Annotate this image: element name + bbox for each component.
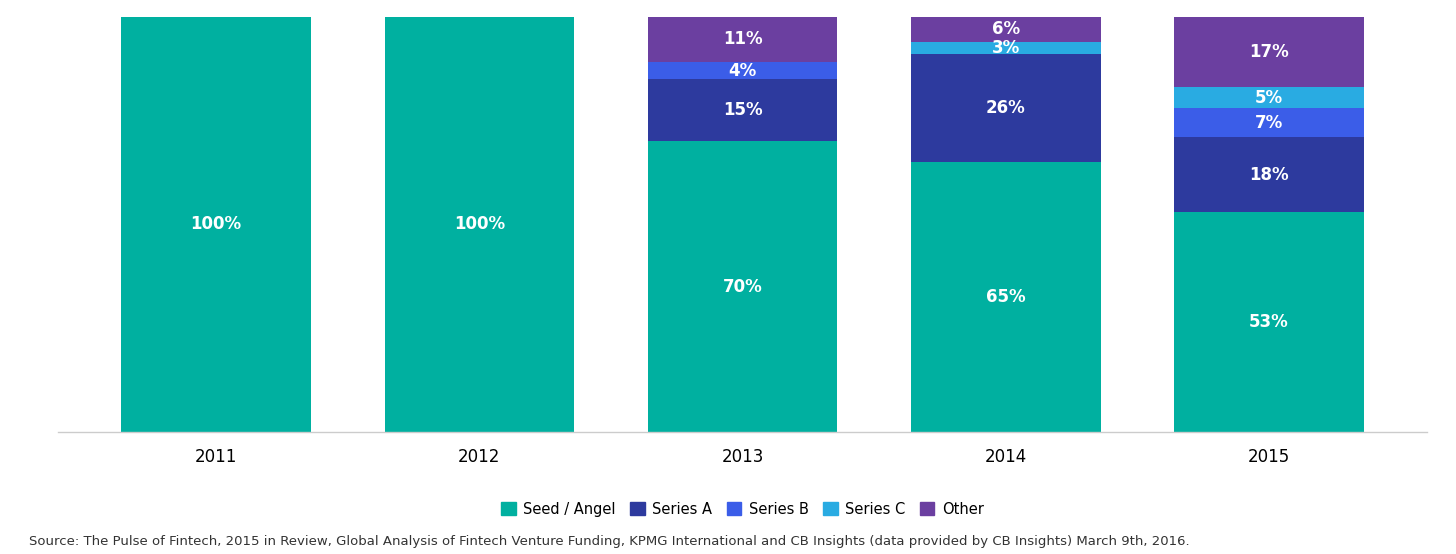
Text: 4%: 4% (728, 61, 757, 80)
Text: 7%: 7% (1255, 114, 1283, 131)
Bar (648, 17, 837, 62)
Text: 26%: 26% (986, 99, 1025, 117)
Bar (1174, 108, 1364, 137)
Legend: Seed / Angel, Series A, Series B, Series C, Other: Seed / Angel, Series A, Series B, Series… (496, 497, 989, 521)
Bar (648, 62, 837, 79)
Text: 17%: 17% (1249, 43, 1289, 61)
Text: 11%: 11% (722, 30, 763, 48)
Text: 70%: 70% (722, 278, 763, 296)
Text: 5%: 5% (1255, 89, 1283, 106)
Text: 100%: 100% (454, 216, 505, 233)
Text: 15%: 15% (722, 101, 763, 119)
Text: 18%: 18% (1249, 166, 1289, 183)
Text: 3%: 3% (992, 39, 1019, 57)
Text: 100%: 100% (191, 216, 242, 233)
Bar (384, 17, 574, 432)
Bar (911, 42, 1101, 54)
Bar (1174, 137, 1364, 212)
Bar (121, 17, 312, 432)
Bar (1174, 87, 1364, 108)
Text: Source: The Pulse of Fintech, 2015 in Review, Global Analysis of Fintech Venture: Source: The Pulse of Fintech, 2015 in Re… (29, 536, 1190, 548)
Bar (648, 141, 837, 432)
Text: 53%: 53% (1249, 313, 1289, 331)
Text: 6%: 6% (992, 20, 1019, 38)
Bar (1174, 17, 1364, 87)
Bar (648, 79, 837, 141)
Bar (911, 54, 1101, 162)
Bar (911, 17, 1101, 42)
Text: 65%: 65% (986, 288, 1025, 306)
Bar (911, 162, 1101, 432)
Bar (1174, 212, 1364, 432)
